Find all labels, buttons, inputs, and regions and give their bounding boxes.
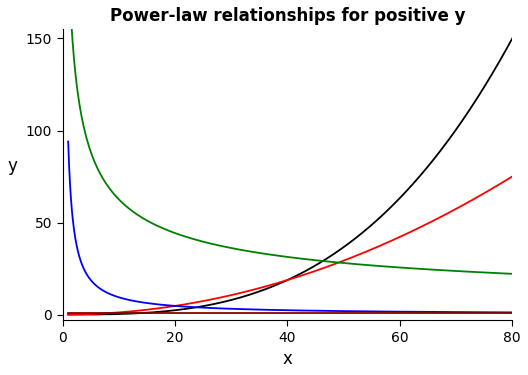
Title: Power-law relationships for positive y: Power-law relationships for positive y	[110, 7, 465, 25]
Y-axis label: y: y	[7, 157, 17, 175]
X-axis label: x: x	[282, 350, 293, 368]
